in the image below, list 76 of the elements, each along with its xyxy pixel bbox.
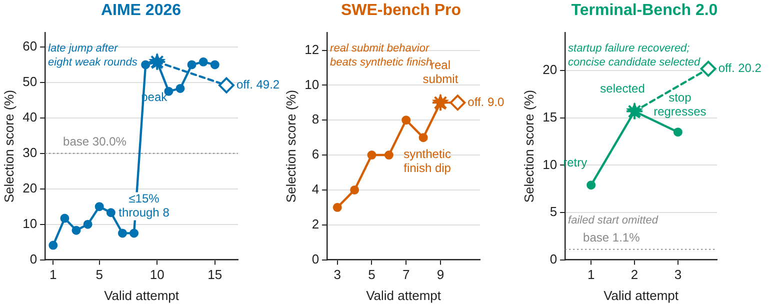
point [384, 150, 394, 160]
ref-line-label: base 30.0% [63, 134, 127, 149]
point [48, 240, 58, 250]
chart-title: AIME 2026 [100, 1, 182, 21]
x-tick-label: 10 [150, 267, 164, 282]
point [218, 77, 234, 94]
point [83, 220, 92, 229]
y-tick-label: 15 [542, 110, 558, 125]
ref-line-label: base 1.1% [583, 230, 640, 245]
y-tick-label: 10 [22, 216, 38, 231]
y-tick-label: 30 [22, 144, 38, 160]
point [673, 128, 682, 137]
x-tick-label: 15 [208, 267, 222, 282]
annotation: stop regresses [654, 90, 706, 118]
y-tick-label: 60 [22, 38, 38, 54]
point [106, 208, 116, 218]
y-tick-label: 50 [22, 74, 38, 90]
y-tick-label: 4 [312, 182, 320, 197]
x-axis-title: Valid attempt [104, 288, 180, 303]
point [176, 84, 185, 93]
x-tick-label: 5 [368, 267, 376, 282]
x-tick-label: 5 [96, 267, 103, 282]
y-axis-title: Selection score (%) [1, 90, 16, 203]
point [332, 202, 342, 212]
x-tick-label: 3 [674, 267, 682, 282]
point [72, 226, 81, 235]
point [350, 185, 360, 194]
y-tick-label: 20 [22, 180, 38, 196]
annotation: late jump after eight weak rounds [48, 42, 138, 68]
y-tick-label: 10 [542, 156, 558, 172]
y-axis-title: Selection score (%) [521, 90, 536, 203]
y-tick-label: 0 [30, 251, 38, 266]
y-tick-label: 0 [312, 251, 320, 266]
point [367, 150, 376, 160]
y-tick-label: 5 [550, 204, 558, 220]
annotation: ≤15% through 8 [118, 192, 170, 220]
x-tick-label: 2 [630, 267, 638, 282]
y-tick-label: 20 [542, 62, 558, 78]
y-tick-label: 6 [312, 146, 320, 162]
point [60, 214, 70, 223]
y-axis-title: Selection score (%) [283, 90, 298, 203]
point [402, 116, 411, 125]
y-tick-label: 40 [22, 110, 38, 125]
x-tick-label: 1 [587, 267, 595, 282]
annotation: startup failure recovered; concise candidate selected [568, 42, 702, 68]
point [586, 180, 596, 190]
annotation: real submit behavior beats synthetic finish [330, 42, 432, 68]
point [94, 202, 104, 212]
annotation: failed start omitted [568, 214, 659, 226]
annotation: selected [600, 82, 645, 96]
point [450, 94, 466, 111]
point [118, 228, 127, 238]
annotation: off. 49.2 [236, 78, 280, 92]
chart-title: Terminal-Bench 2.0 [570, 1, 719, 21]
y-tick-label: 0 [550, 251, 558, 266]
point [198, 57, 208, 66]
x-tick-label: 3 [334, 267, 341, 282]
x-tick-label: 9 [436, 267, 444, 282]
annotation: synthetic finish dip [404, 146, 452, 175]
y-tick-label: 10 [304, 76, 320, 92]
x-axis-title: Valid attempt [366, 288, 442, 303]
point [210, 60, 220, 70]
point [130, 228, 139, 238]
point [700, 60, 716, 77]
chart-title: SWE-bench Pro [340, 1, 462, 21]
x-tick-label: 1 [50, 267, 57, 282]
x-tick-label: 7 [402, 267, 410, 282]
point [187, 60, 196, 70]
x-axis-title: Valid attempt [604, 288, 679, 303]
point [418, 133, 428, 142]
annotation: off. 20.2 [718, 61, 762, 76]
annotation: off. 9.0 [468, 94, 504, 109]
point [141, 60, 150, 70]
y-tick-label: 8 [312, 112, 320, 127]
y-tick-label: 12 [304, 42, 320, 57]
y-tick-label: 2 [312, 216, 320, 232]
